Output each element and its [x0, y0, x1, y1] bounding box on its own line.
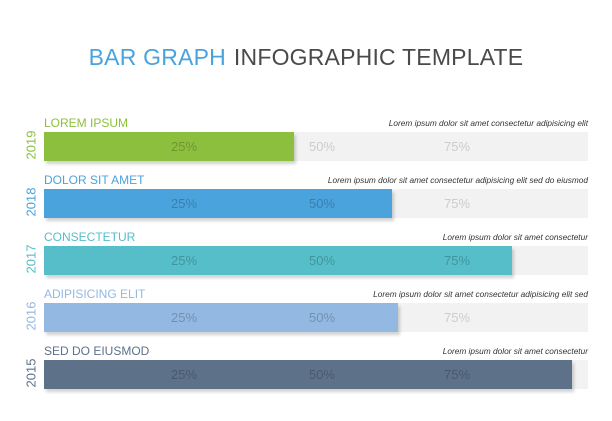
year-label: 2015 [22, 352, 40, 394]
year-text: 2019 [23, 130, 39, 160]
bar-label: ADIPISICING ELIT [44, 287, 146, 301]
year-label: 2017 [22, 238, 40, 280]
bar-fill-2019 [44, 132, 295, 161]
bar-label: DOLOR SIT AMET [44, 173, 145, 187]
bar-track: 25% 50% 75% [44, 246, 588, 275]
tick-label-75: 75% [443, 139, 471, 154]
tick-label-50: 50% [308, 253, 336, 268]
bar-fill-2016 [44, 303, 398, 332]
bar-track: 25% 50% 75% [44, 303, 588, 332]
tick-label-50: 50% [308, 367, 336, 382]
chart-title-part1: BAR GRAPH [88, 44, 226, 70]
year-text: 2018 [23, 187, 39, 217]
tick-label-50: 50% [308, 196, 336, 211]
bar-label: CONSECTETUR [44, 230, 136, 244]
bar-description: Lorem ipsum dolor sit amet consectetur [442, 232, 588, 242]
bar-description: Lorem ipsum dolor sit amet consectetur [442, 346, 588, 356]
bar-track: 25% 50% 75% [44, 189, 588, 218]
bar-label: SED DO EIUSMOD [44, 344, 150, 358]
bar-row-2018: 2018 DOLOR SIT AMET Lorem ipsum dolor sit … [22, 173, 590, 223]
tick-label-75: 75% [443, 367, 471, 382]
bar-row-2019: 2019 LOREM IPSUM Lorem ipsum dolor sit ame… [22, 116, 590, 166]
tick-label-25: 25% [170, 196, 198, 211]
bar-fill-2015 [44, 360, 572, 389]
tick-label-25: 25% [170, 139, 198, 154]
bar-track: 25% 50% 75% [44, 360, 588, 389]
chart-title: BAR GRAPH INFOGRAPHIC TEMPLATE [0, 44, 612, 71]
tick-label-75: 75% [443, 196, 471, 211]
bar-fill-2018 [44, 189, 393, 218]
bar-description: Lorem ipsum dolor sit amet consectetur a… [327, 175, 588, 185]
bar-fill-2017 [44, 246, 512, 275]
year-text: 2016 [23, 301, 39, 331]
bar-row-2016: 2016 ADIPISICING ELIT Lorem ipsum dolor si… [22, 287, 590, 337]
chart-title-part2: INFOGRAPHIC TEMPLATE [233, 44, 524, 70]
bar-description: Lorem ipsum dolor sit amet consectetur a… [373, 289, 588, 299]
tick-label-75: 75% [443, 253, 471, 268]
tick-label-25: 25% [170, 310, 198, 325]
tick-label-50: 50% [308, 139, 336, 154]
bar-row-2015: 2015 SED DO EIUSMOD Lorem ipsum dolor sit … [22, 344, 590, 394]
bar-description: Lorem ipsum dolor sit amet consectetur a… [388, 118, 588, 128]
tick-label-50: 50% [308, 310, 336, 325]
bar-track: 25% 50% 75% [44, 132, 588, 161]
tick-label-25: 25% [170, 367, 198, 382]
bar-label: LOREM IPSUM [44, 116, 129, 130]
year-text: 2017 [23, 244, 39, 274]
year-label: 2018 [22, 181, 40, 223]
tick-label-75: 75% [443, 310, 471, 325]
tick-label-25: 25% [170, 253, 198, 268]
year-label: 2016 [22, 295, 40, 337]
year-text: 2015 [23, 358, 39, 388]
year-label: 2019 [22, 124, 40, 166]
bar-row-2017: 2017 CONSECTETUR Lorem ipsum dolor sit ame… [22, 230, 590, 280]
